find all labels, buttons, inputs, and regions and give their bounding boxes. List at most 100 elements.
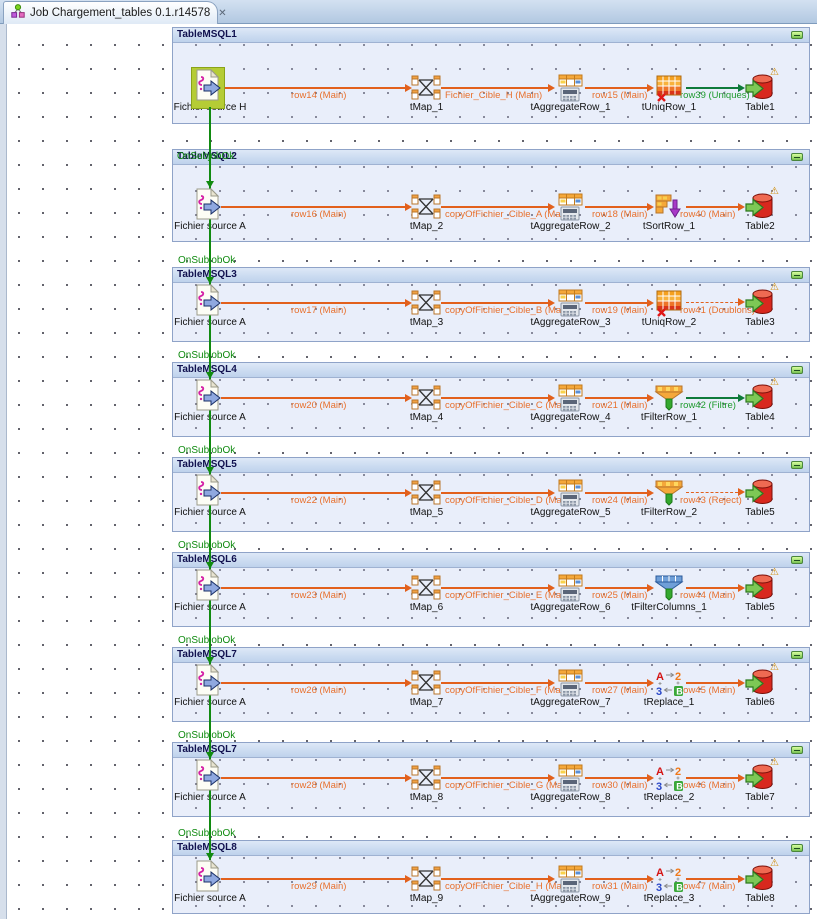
row-link[interactable]: [441, 679, 555, 687]
tfilterrow-icon[interactable]: [654, 479, 684, 507]
taggregaterow-icon[interactable]: [555, 479, 585, 507]
row-link[interactable]: [686, 203, 745, 211]
database-output-icon[interactable]: [745, 763, 773, 793]
collapse-subjob-button[interactable]: [791, 153, 803, 161]
row-link[interactable]: [221, 489, 412, 497]
subjob-title-bar[interactable]: TableMSQL2: [173, 150, 809, 165]
row-link[interactable]: [221, 584, 412, 592]
tsortrow-icon[interactable]: [654, 193, 684, 221]
file-input-icon[interactable]: [195, 68, 221, 101]
row-link[interactable]: [585, 299, 654, 307]
collapse-subjob-button[interactable]: [791, 461, 803, 469]
subjob-title-bar[interactable]: TableMSQL5: [173, 458, 809, 473]
subjob-title-bar[interactable]: TableMSQL8: [173, 841, 809, 856]
database-output-icon[interactable]: [745, 192, 773, 222]
row-link[interactable]: [585, 875, 654, 883]
subjob-box[interactable]: TableMSQL6 OnSubjobOk Fichier source A: [172, 540, 810, 627]
tfilterrow-icon[interactable]: [654, 384, 684, 412]
subjob-box[interactable]: TableMSQL1 Fichier source H: [172, 27, 810, 124]
row-link[interactable]: [686, 875, 745, 883]
subjob-title-bar[interactable]: TableMSQL7: [173, 648, 809, 663]
row-link[interactable]: [585, 84, 654, 92]
subjob-title-bar[interactable]: TableMSQL7: [173, 743, 809, 758]
row-link[interactable]: [441, 875, 555, 883]
row-link[interactable]: [221, 875, 412, 883]
database-output-icon[interactable]: [745, 383, 773, 413]
tmap-icon[interactable]: [411, 574, 441, 602]
row-link[interactable]: [585, 584, 654, 592]
collapse-subjob-button[interactable]: [791, 31, 803, 39]
job-editor-tab[interactable]: Job Chargement_tables 0.1.r14578 ✕: [3, 1, 227, 24]
subjob-box[interactable]: TableMSQL5 OnSubjobOk Fichier source A: [172, 445, 810, 532]
subjob-title-bar[interactable]: TableMSQL1: [173, 28, 809, 43]
row-link[interactable]: [221, 679, 412, 687]
subjob-box[interactable]: TableMSQL8 OnSubjobOk Fichier source A: [172, 828, 810, 914]
row-link[interactable]: [221, 299, 412, 307]
taggregaterow-icon[interactable]: [555, 289, 585, 317]
file-input-icon[interactable]: [195, 378, 221, 411]
tfiltercolumns-icon[interactable]: [654, 574, 684, 602]
tmap-icon[interactable]: [411, 384, 441, 412]
collapse-subjob-button[interactable]: [791, 366, 803, 374]
subjob-box[interactable]: TableMSQL4 OnSubjobOk Fichier source A: [172, 350, 810, 437]
tmap-icon[interactable]: [411, 865, 441, 893]
collapse-subjob-button[interactable]: [791, 651, 803, 659]
database-output-icon[interactable]: [745, 73, 773, 103]
row-link[interactable]: [686, 774, 745, 782]
row-link[interactable]: [686, 394, 745, 402]
row-link[interactable]: [686, 298, 745, 306]
tuniqrow-icon[interactable]: [654, 289, 684, 317]
row-link[interactable]: [441, 84, 555, 92]
tmap-icon[interactable]: [411, 289, 441, 317]
taggregaterow-icon[interactable]: [555, 74, 585, 102]
tmap-icon[interactable]: [411, 669, 441, 697]
row-link[interactable]: [221, 394, 412, 402]
collapse-subjob-button[interactable]: [791, 746, 803, 754]
job-design-canvas[interactable]: TableMSQL1 Fichier source H: [0, 24, 817, 919]
row-link[interactable]: [441, 774, 555, 782]
tmap-icon[interactable]: [411, 764, 441, 792]
row-link[interactable]: [686, 679, 745, 687]
file-input-icon[interactable]: [195, 283, 221, 316]
database-output-icon[interactable]: [745, 864, 773, 894]
row-link[interactable]: [441, 489, 555, 497]
file-input-icon[interactable]: [195, 568, 221, 601]
database-output-icon[interactable]: [745, 668, 773, 698]
file-input-icon[interactable]: [195, 187, 221, 220]
row-link[interactable]: [585, 489, 654, 497]
collapse-subjob-button[interactable]: [791, 556, 803, 564]
taggregaterow-icon[interactable]: [555, 193, 585, 221]
row-link[interactable]: [585, 774, 654, 782]
tmap-icon[interactable]: [411, 193, 441, 221]
taggregaterow-icon[interactable]: [555, 669, 585, 697]
taggregaterow-icon[interactable]: [555, 865, 585, 893]
row-link[interactable]: [441, 203, 555, 211]
database-output-icon[interactable]: [745, 478, 773, 508]
file-input-icon[interactable]: [195, 859, 221, 892]
subjob-title-bar[interactable]: TableMSQL3: [173, 268, 809, 283]
tmap-icon[interactable]: [411, 479, 441, 507]
row-link[interactable]: [686, 84, 745, 92]
subjob-box[interactable]: TableMSQL3 OnSubjobOk Fichier source A: [172, 255, 810, 342]
collapse-subjob-button[interactable]: [791, 271, 803, 279]
file-input-icon[interactable]: [195, 473, 221, 506]
row-link[interactable]: [441, 394, 555, 402]
row-link[interactable]: [221, 774, 412, 782]
row-link[interactable]: [686, 488, 745, 496]
row-link[interactable]: [585, 394, 654, 402]
subjob-title-bar[interactable]: TableMSQL6: [173, 553, 809, 568]
row-link[interactable]: [585, 203, 654, 211]
row-link[interactable]: [686, 584, 745, 592]
tuniqrow-icon[interactable]: [654, 74, 684, 102]
row-link[interactable]: [441, 299, 555, 307]
row-link[interactable]: [441, 584, 555, 592]
taggregaterow-icon[interactable]: [555, 384, 585, 412]
collapse-subjob-button[interactable]: [791, 844, 803, 852]
taggregaterow-icon[interactable]: [555, 574, 585, 602]
subjob-title-bar[interactable]: TableMSQL4: [173, 363, 809, 378]
taggregaterow-icon[interactable]: [555, 764, 585, 792]
file-input-icon[interactable]: [195, 663, 221, 696]
